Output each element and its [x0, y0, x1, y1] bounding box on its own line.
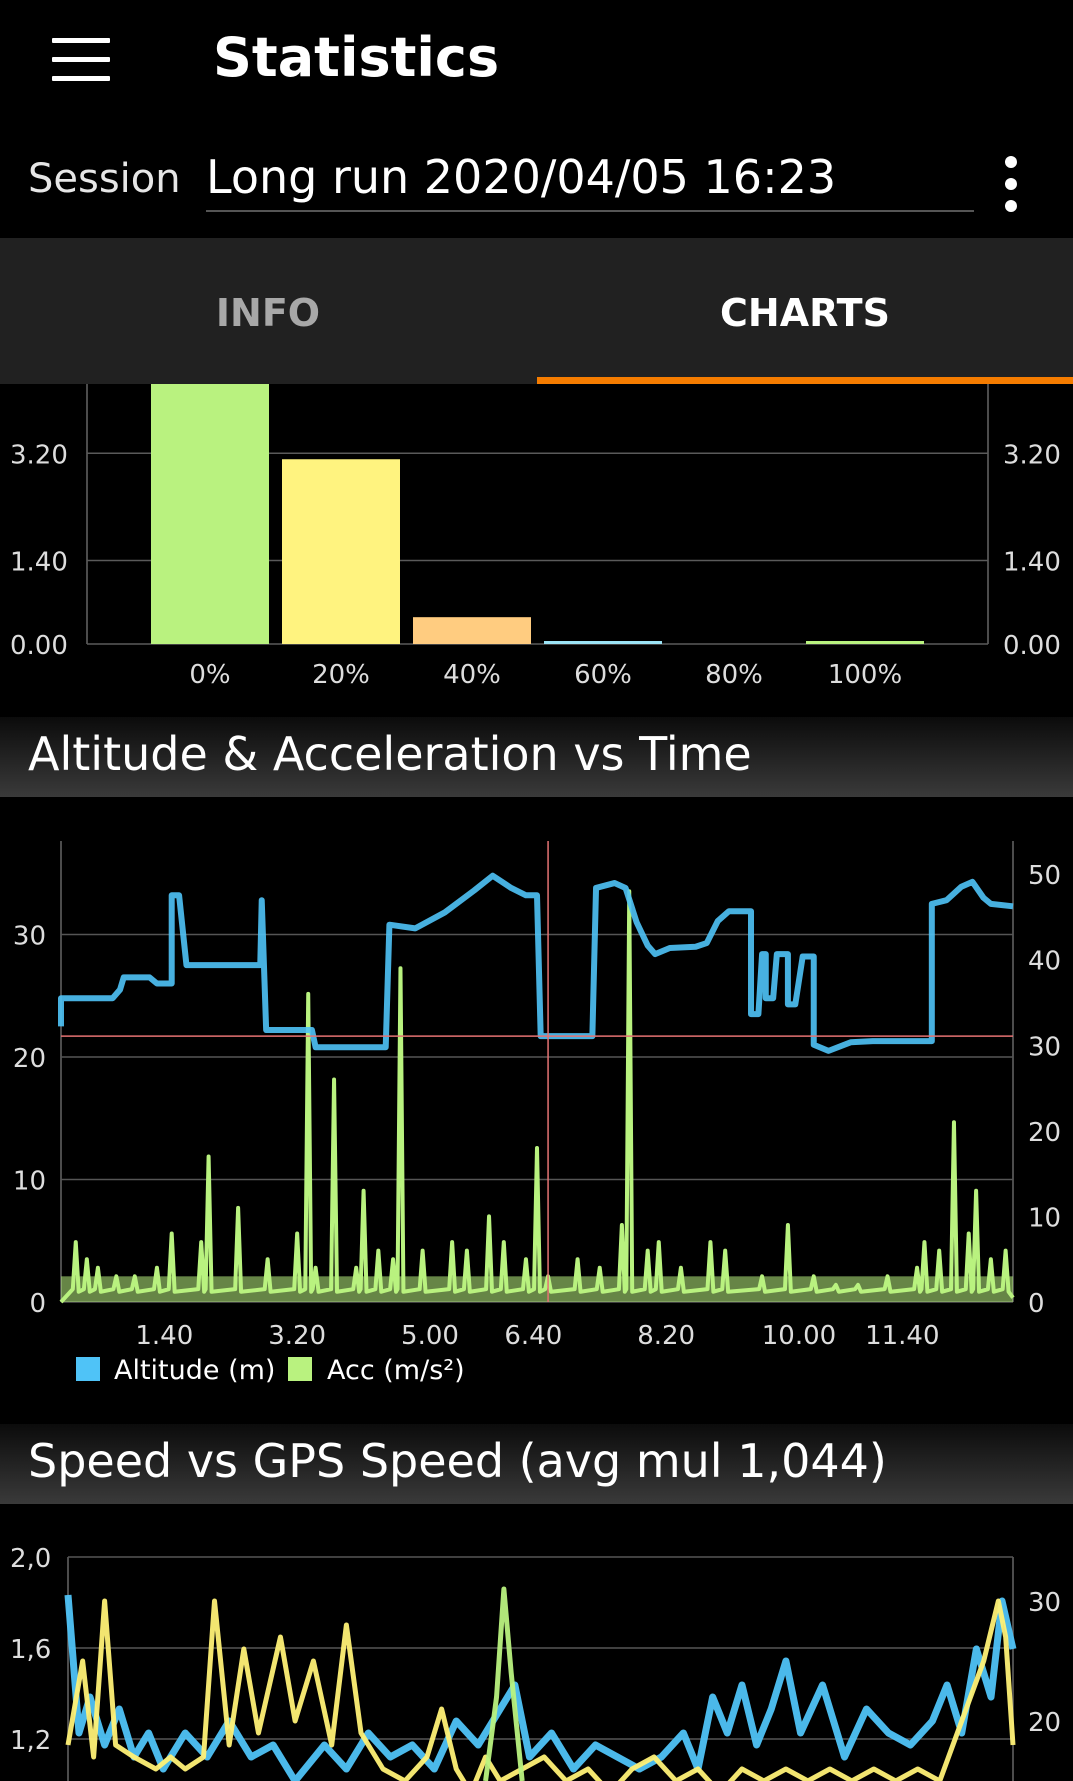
x-tick-label: 0% — [189, 660, 230, 690]
session-label: Session — [28, 156, 181, 202]
x-tick-label: 60% — [574, 660, 632, 690]
y-tick-label-left: 0.00 — [10, 631, 68, 661]
bar — [544, 641, 662, 644]
y-tick-label-right: 40 — [1028, 947, 1061, 977]
speed-series-line — [64, 1594, 1017, 1781]
x-tick-label: 10.00 — [762, 1321, 836, 1351]
x-tick-label: 5.00 — [401, 1321, 459, 1351]
tab-charts[interactable]: CHARTS — [720, 291, 890, 335]
y-tick-label-left: 2,0 — [10, 1544, 51, 1574]
y-tick-label-left: 1.40 — [10, 548, 68, 578]
section-title-altitude: Altitude & Acceleration vs Time — [28, 727, 752, 781]
bar — [151, 384, 269, 644]
session-row: Session Long run 2020/04/05 16:23 — [0, 120, 1073, 238]
legend-swatch-acc — [288, 1357, 312, 1381]
x-tick-label: 100% — [828, 660, 902, 690]
legend-label-altitude: Altitude (m) — [114, 1355, 275, 1386]
x-tick-label: 8.20 — [637, 1321, 695, 1351]
bar — [806, 641, 924, 644]
section-header-speed: Speed vs GPS Speed (avg mul 1,044) — [0, 1424, 1073, 1504]
section-title-speed: Speed vs GPS Speed (avg mul 1,044) — [28, 1434, 887, 1488]
altitude-acceleration-chart[interactable]: 0 10 20 30 0 10 20 30 40 50 1.40 3.20 5.00 6.40 8.20 10… — [0, 797, 1073, 1397]
speed-comparison-chart[interactable]: 1,2 1,6 2,0 20 30 — [0, 1504, 1073, 1781]
app-bar: Statistics — [0, 0, 1073, 120]
y-tick-label-right: 30 — [1028, 1588, 1061, 1618]
y-tick-label-right: 30 — [1028, 1032, 1061, 1062]
bar — [413, 617, 531, 644]
x-tick-label: 40% — [443, 660, 501, 690]
y-tick-label-left: 1,2 — [10, 1726, 51, 1756]
legend-label-acc: Acc (m/s²) — [327, 1355, 465, 1386]
bar — [282, 459, 400, 644]
hamburger-menu-icon[interactable] — [52, 38, 110, 82]
y-tick-label-right: 20 — [1028, 1118, 1061, 1148]
legend-swatch-altitude — [76, 1357, 100, 1381]
y-tick-label-left: 10 — [13, 1167, 46, 1197]
speed-highlight-line — [483, 1586, 525, 1781]
x-tick-label: 20% — [312, 660, 370, 690]
y-tick-label-left: 30 — [13, 922, 46, 952]
y-tick-label-right: 20 — [1028, 1708, 1061, 1738]
distribution-bar-chart: 0.000.001.401.403.203.205.005.000%20%40%… — [10, 384, 1061, 690]
y-tick-label-left: 0 — [29, 1289, 46, 1319]
tab-bar: INFO CHARTS — [0, 238, 1073, 384]
acc-series-band — [61, 1276, 1013, 1302]
y-tick-label-right: 50 — [1028, 861, 1061, 891]
x-tick-label: 6.40 — [504, 1321, 562, 1351]
y-tick-label-left: 20 — [13, 1044, 46, 1074]
y-tick-label-right: 10 — [1028, 1203, 1061, 1233]
section-header-altitude: Altitude & Acceleration vs Time — [0, 717, 1073, 797]
y-tick-label-right: 0.00 — [1003, 631, 1061, 661]
y-tick-label-left: 3.20 — [10, 440, 68, 470]
altitude-series-line — [58, 872, 1014, 1054]
x-tick-label: 1.40 — [135, 1321, 193, 1351]
x-tick-label: 11.40 — [865, 1321, 939, 1351]
tab-info[interactable]: INFO — [215, 291, 321, 335]
more-vert-icon[interactable] — [996, 156, 1026, 212]
y-tick-label-right: 3.20 — [1003, 440, 1061, 470]
x-tick-label: 3.20 — [268, 1321, 326, 1351]
y-tick-label-right: 0 — [1028, 1289, 1045, 1319]
x-tick-label: 80% — [705, 660, 763, 690]
active-tab-indicator — [537, 377, 1073, 384]
session-selector[interactable]: Long run 2020/04/05 16:23 — [206, 150, 974, 212]
gps-speed-series-line — [65, 1598, 1016, 1781]
y-tick-label-right: 1.40 — [1003, 548, 1061, 578]
y-tick-label-left: 1,6 — [10, 1635, 51, 1665]
page-title: Statistics — [213, 26, 500, 89]
